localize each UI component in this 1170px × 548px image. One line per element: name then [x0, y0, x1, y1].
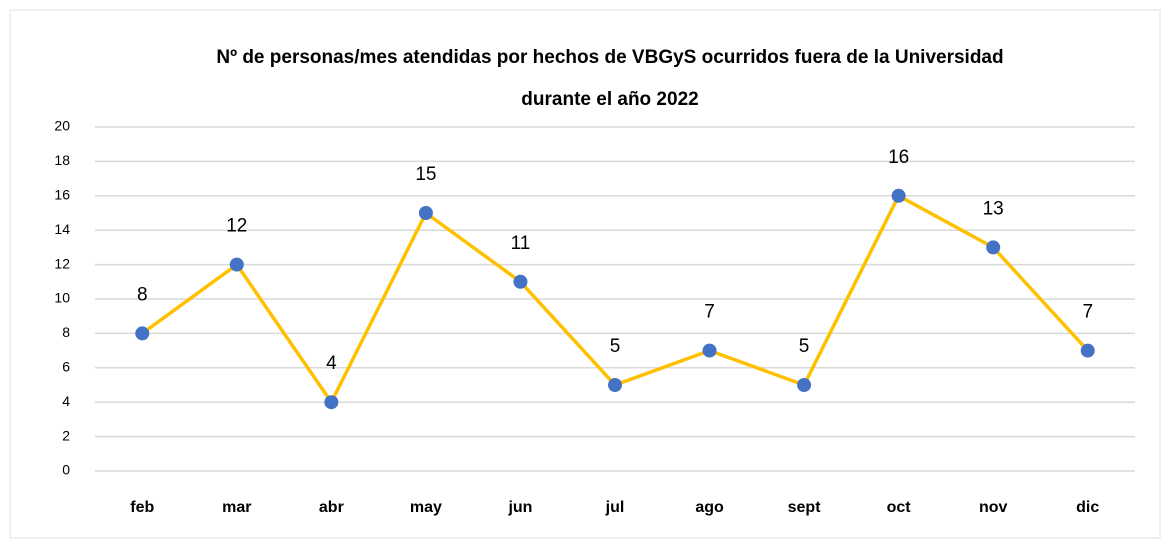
y-tick-label: 12 — [54, 255, 70, 271]
x-tick-label: ago — [695, 499, 724, 516]
y-tick-label: 0 — [62, 462, 70, 478]
marker — [891, 188, 906, 203]
x-tick-label: abr — [319, 499, 344, 516]
marker — [702, 343, 717, 358]
x-tick-label: oct — [887, 499, 912, 516]
y-tick-label: 14 — [54, 221, 70, 237]
data-label: 8 — [137, 284, 148, 305]
chart-title: durante el año 2022 — [521, 89, 698, 110]
marker — [513, 274, 528, 289]
x-tick-label: dic — [1076, 499, 1099, 516]
data-label: 5 — [799, 336, 810, 357]
x-tick-label: feb — [130, 499, 154, 516]
y-tick-label: 8 — [62, 324, 70, 340]
data-label: 13 — [983, 198, 1004, 219]
data-label: 16 — [888, 147, 909, 168]
x-tick-label: nov — [979, 499, 1008, 516]
chart-frame — [9, 9, 1161, 539]
y-tick-label: 6 — [62, 359, 70, 375]
y-tick-label: 10 — [54, 290, 70, 306]
data-label: 7 — [1082, 302, 1093, 323]
x-tick-label: jul — [605, 499, 625, 516]
marker — [135, 326, 150, 341]
y-tick-label: 18 — [54, 152, 70, 168]
x-tick-label: may — [410, 499, 442, 516]
x-tick-label: sept — [788, 499, 822, 516]
y-tick-label: 20 — [54, 118, 70, 134]
data-label: 5 — [610, 336, 621, 357]
y-tick-label: 4 — [62, 393, 70, 409]
chart-title: Nº de personas/mes atendidas por hechos … — [216, 47, 1003, 68]
marker — [608, 378, 622, 392]
data-label: 12 — [226, 216, 247, 237]
y-tick-label: 16 — [54, 187, 70, 203]
marker — [229, 257, 244, 272]
y-tick-label: 2 — [62, 427, 70, 443]
data-label: 7 — [704, 302, 715, 323]
data-label: 15 — [415, 164, 436, 185]
x-tick-label: mar — [222, 499, 251, 516]
marker — [797, 378, 812, 392]
data-label: 11 — [511, 233, 531, 254]
marker — [986, 240, 1001, 255]
marker — [1080, 343, 1095, 358]
marker — [324, 395, 339, 410]
data-label: 4 — [326, 353, 337, 374]
marker — [418, 206, 433, 220]
x-tick-label: jun — [507, 499, 532, 516]
